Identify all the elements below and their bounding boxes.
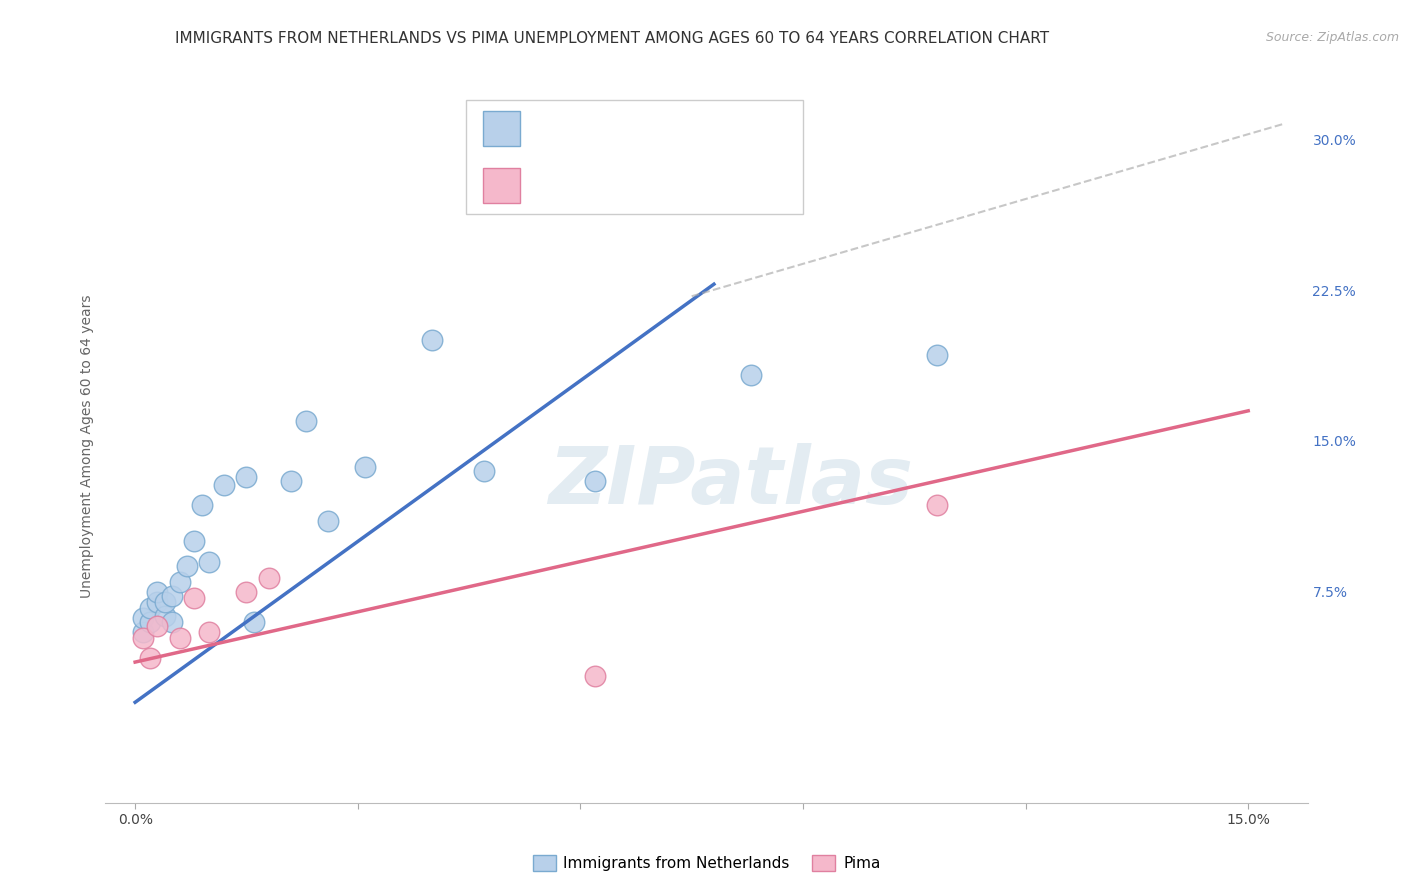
Point (131, 624, 153, 639)
Point (316, 515, 339, 529)
Point (235, 584, 257, 599)
Point (212, 478, 235, 492)
Point (925, 498, 948, 512)
Text: R =: R = (537, 178, 569, 193)
Point (354, 460, 377, 475)
Point (146, 619, 169, 633)
Text: IMMIGRANTS FROM NETHERLANDS VS PIMA UNEMPLOYMENT AMONG AGES 60 TO 64 YEARS CORRE: IMMIGRANTS FROM NETHERLANDS VS PIMA UNEM… (174, 31, 1049, 46)
Point (139, 615, 162, 629)
Point (198, 555, 221, 569)
Point (294, 414, 316, 428)
Text: N =: N = (668, 178, 702, 193)
Text: R =: R = (537, 120, 569, 136)
Point (198, 624, 221, 639)
Point (183, 534, 205, 549)
Text: Source: ZipAtlas.com: Source: ZipAtlas.com (1265, 31, 1399, 45)
Text: 10: 10 (721, 178, 742, 193)
Text: 0.440: 0.440 (583, 178, 633, 193)
Point (583, 474, 606, 488)
Text: ZIPatlas: ZIPatlas (548, 442, 912, 521)
Point (169, 631, 191, 645)
Point (243, 615, 266, 629)
Point (153, 608, 176, 623)
Point (183, 591, 205, 605)
Point (176, 558, 198, 573)
Legend: Immigrants from Netherlands, Pima: Immigrants from Netherlands, Pima (526, 849, 887, 877)
Point (146, 584, 169, 599)
FancyBboxPatch shape (482, 169, 520, 202)
Text: 0.647: 0.647 (583, 120, 633, 136)
Point (191, 498, 214, 512)
Text: 27: 27 (721, 120, 744, 136)
Point (131, 631, 153, 645)
Point (235, 470, 257, 484)
Point (139, 600, 162, 615)
Y-axis label: Unemployment Among Ages 60 to 64 years: Unemployment Among Ages 60 to 64 years (80, 294, 94, 598)
Point (139, 651, 162, 665)
Point (131, 611, 153, 625)
Point (740, 368, 762, 382)
Point (583, 669, 606, 683)
Point (925, 347, 948, 361)
Point (280, 474, 302, 488)
Point (420, 334, 443, 348)
Point (162, 615, 183, 629)
Point (153, 595, 176, 609)
Point (146, 595, 169, 609)
Point (162, 589, 183, 603)
Text: N =: N = (668, 120, 702, 136)
Point (257, 571, 280, 585)
FancyBboxPatch shape (467, 100, 803, 214)
Point (169, 574, 191, 589)
FancyBboxPatch shape (482, 112, 520, 145)
Point (472, 464, 495, 478)
